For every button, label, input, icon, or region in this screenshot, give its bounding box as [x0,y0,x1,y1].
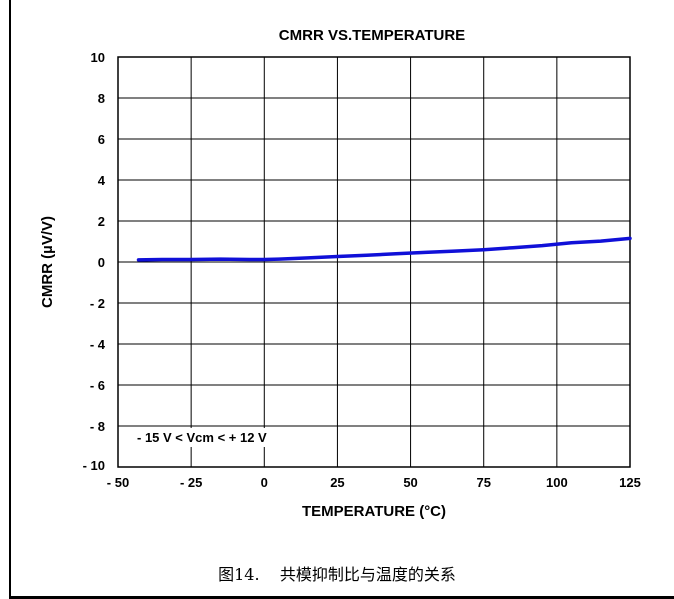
y-tick-labels: 10 8 6 4 2 0 - 2 - 4 - 6 - 8 - 10 [83,50,106,473]
figure-caption: 图14. 共模抑制比与温度的关系 [0,561,674,585]
x-tick-label: 75 [476,475,490,490]
figure-number: 图14. [218,565,260,584]
y-tick-label: - 8 [90,419,105,434]
cmrr-series-line [136,236,632,262]
annotation-background [133,428,272,447]
x-tick-label: 50 [403,475,417,490]
figure-frame-bottom [9,596,674,599]
x-tick-label: 125 [619,475,641,490]
conditions-annotation: - 15 V < Vcm < + 12 V [137,430,267,445]
y-tick-label: 2 [98,214,105,229]
x-tick-label: - 50 [107,475,129,490]
x-tick-label: 100 [546,475,568,490]
y-tick-label: 10 [91,50,105,65]
y-tick-label: 8 [98,91,105,106]
y-tick-label: 4 [98,173,106,188]
y-axis-label: CMRR (µV/V) [39,216,56,308]
plot-area [117,56,631,468]
chart-grid [117,56,631,468]
chart-title: CMRR VS.TEMPERATURE [279,27,465,44]
y-tick-label: 0 [98,255,105,270]
y-tick-label: - 6 [90,378,105,393]
x-tick-label: 25 [330,475,344,490]
figure-frame-left [9,0,11,599]
y-tick-label: 6 [98,132,105,147]
series-layer [136,236,632,262]
figure-caption-text: 共模抑制比与温度的关系 [279,565,456,584]
y-tick-label: - 4 [90,337,106,352]
x-tick-label: 0 [261,475,268,490]
cmrr-chart: CMRR VS.TEMPERATURE - 50- 25 0 25 50 75 100 12… [39,27,641,520]
y-tick-label: - 2 [90,296,105,311]
x-tick-labels: - 50 - 25 0 25 50 75 100 125 [107,475,641,490]
y-tick-label: - 10 [83,458,105,473]
x-axis-label: TEMPERATURE (°C) [302,503,446,520]
x-tick-label: - 25 [180,475,202,490]
